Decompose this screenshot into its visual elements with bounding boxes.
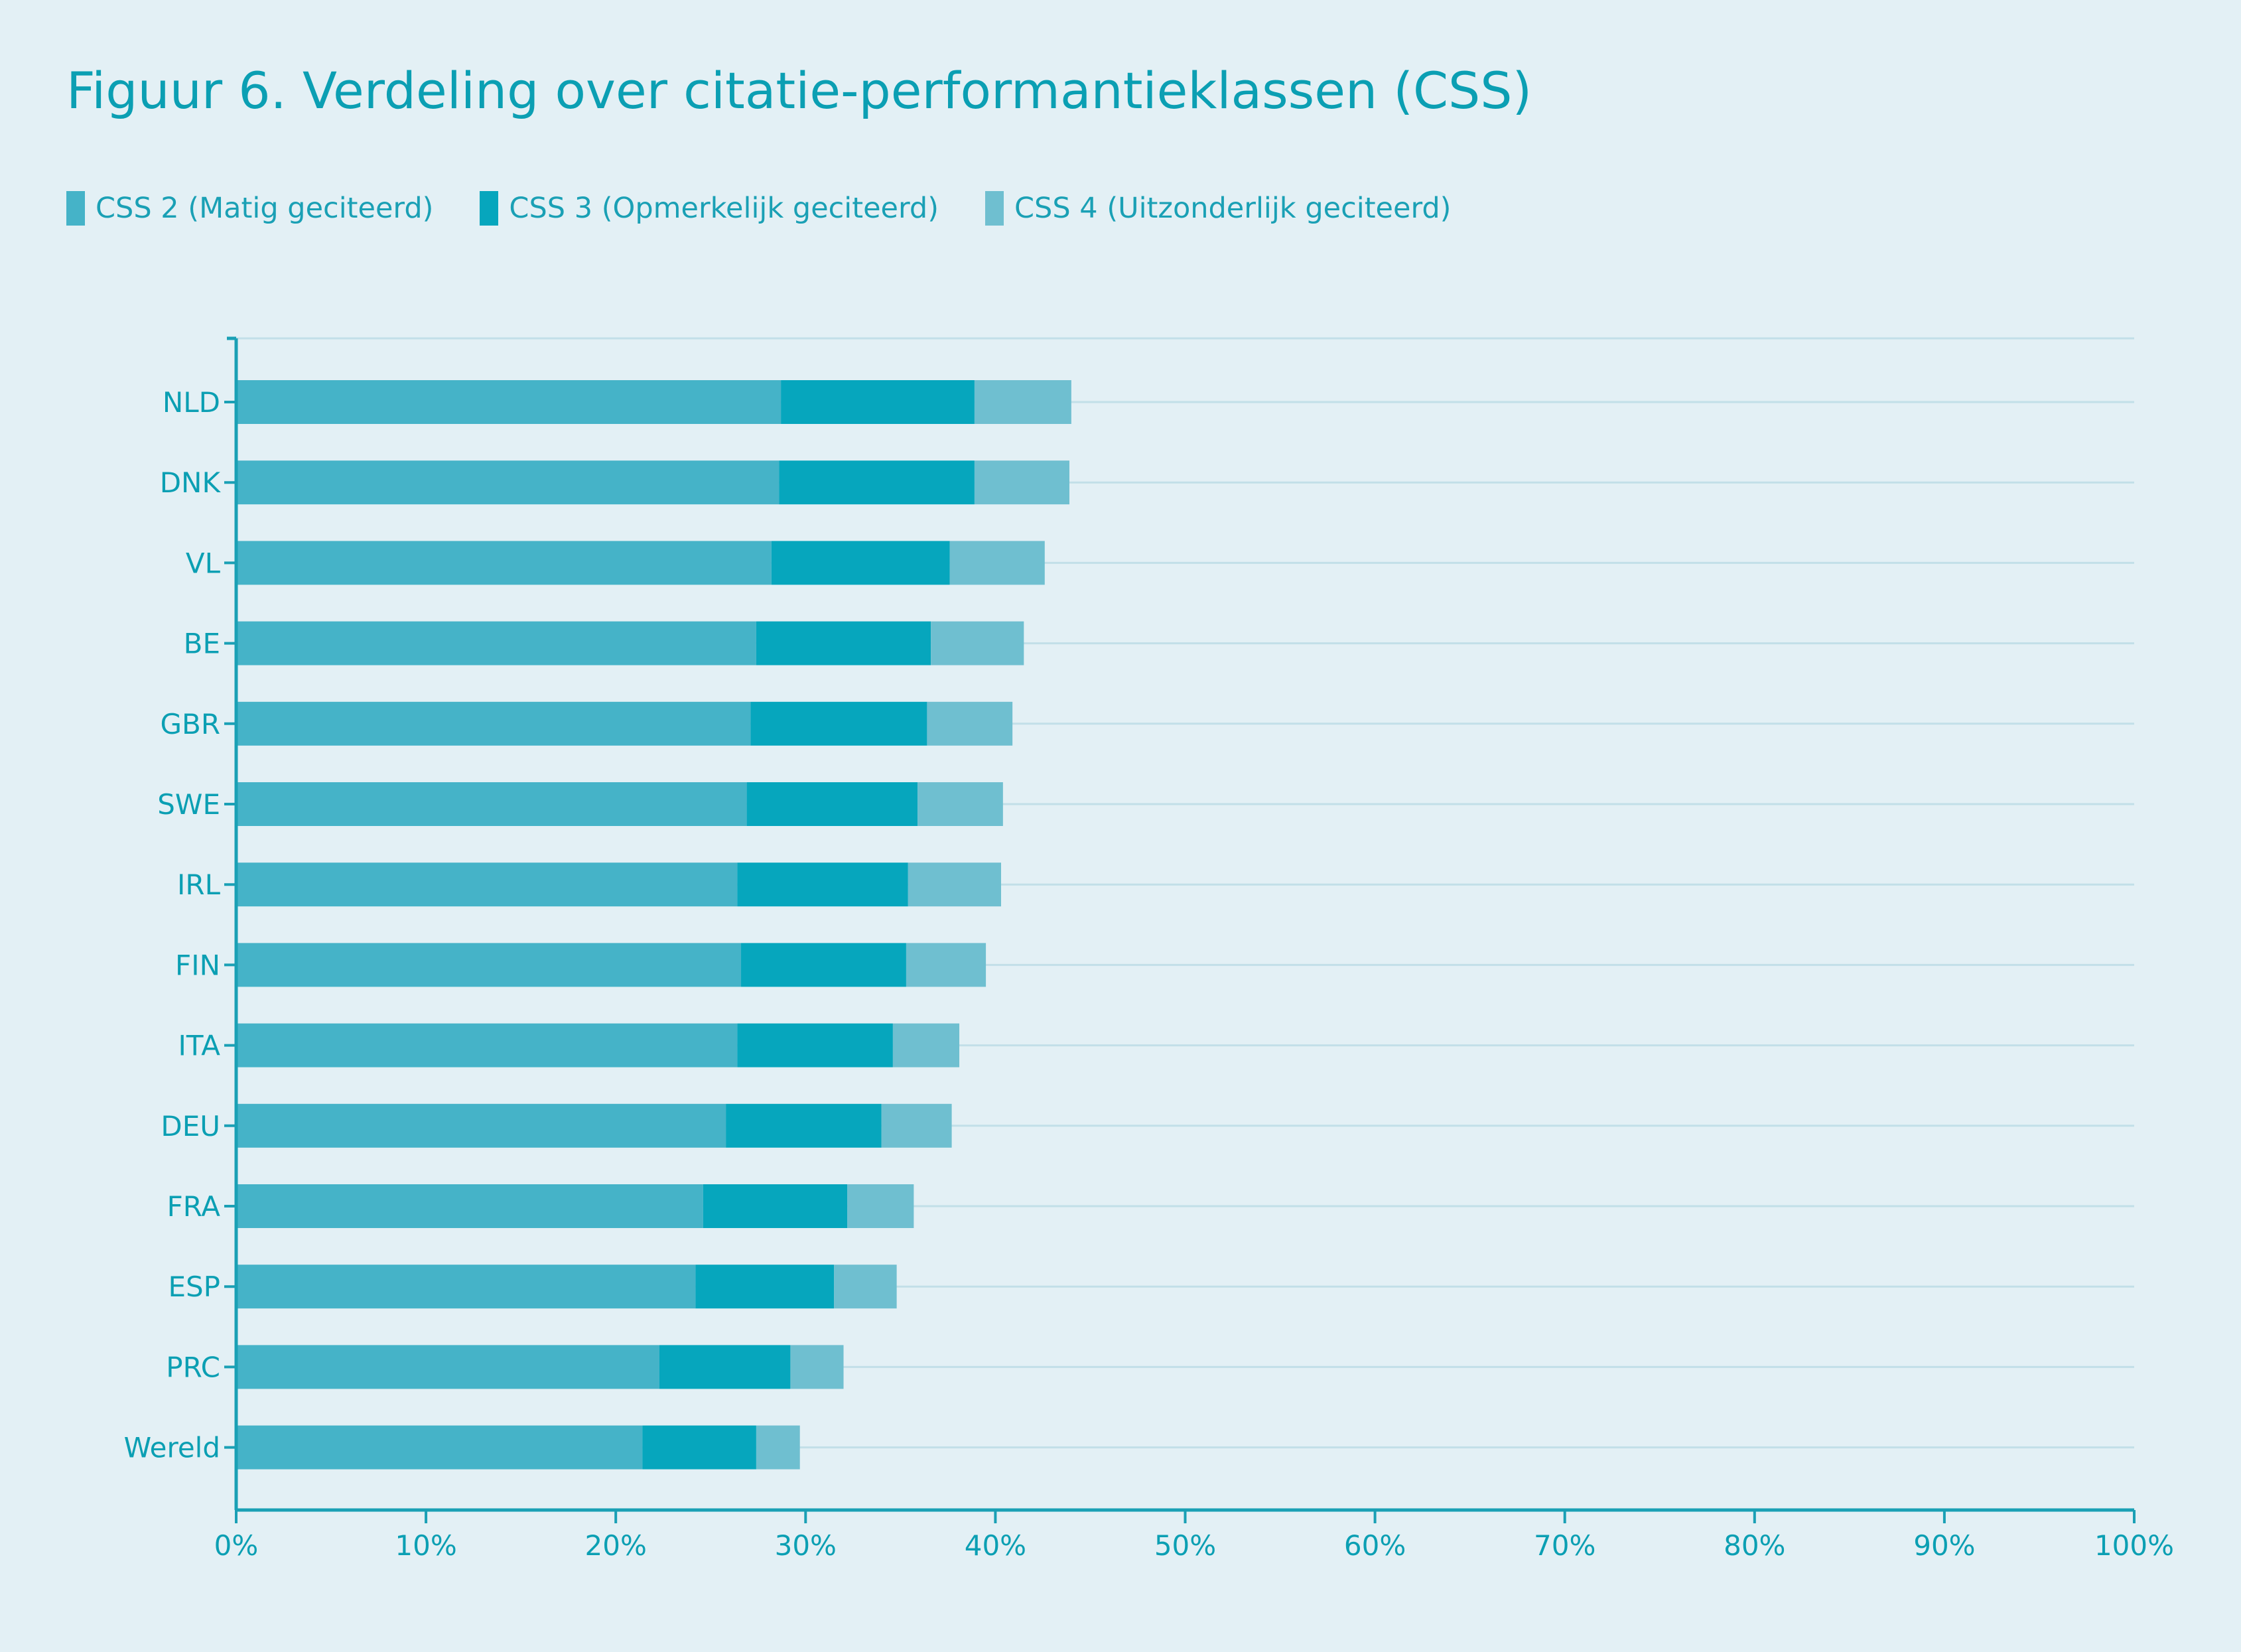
bar-irl-css4 [908, 862, 1001, 907]
x-tick-label: 80% [1724, 1529, 1785, 1562]
category-label: FRA [167, 1190, 221, 1223]
bar-nld-css3 [781, 380, 975, 424]
bar-esp-css3 [695, 1265, 835, 1309]
bar-ita-css3 [737, 1023, 893, 1067]
x-tick-label: 30% [775, 1529, 837, 1562]
bar-wereld-css3 [642, 1425, 756, 1470]
bar-ita-css2 [236, 1023, 738, 1067]
legend-label: CSS 2 (Matig geciteerd) [96, 192, 434, 225]
bar-vl-css2 [236, 541, 772, 585]
x-tick-label: 0% [214, 1529, 259, 1562]
bar-gbr-css3 [750, 701, 927, 746]
bar-swe-css2 [236, 782, 747, 826]
bar-swe-css3 [746, 782, 918, 826]
legend-swatch [66, 191, 85, 226]
bar-prc-css3 [659, 1345, 791, 1389]
bar-deu-css3 [726, 1103, 882, 1148]
category-label: BE [184, 628, 220, 660]
x-tick-label: 100% [2094, 1529, 2174, 1562]
bar-gbr-css2 [236, 701, 751, 746]
bar-fra-css4 [847, 1184, 914, 1228]
category-label: PRC [166, 1351, 220, 1383]
x-tick-label: 70% [1534, 1529, 1596, 1562]
legend-item-css3: CSS 3 (Opmerkelijk geciteerd) [480, 191, 939, 226]
bar-vl-css3 [771, 541, 950, 585]
bar-be-css4 [931, 621, 1024, 665]
legend-label: CSS 4 (Uitzonderlijk geciteerd) [1014, 192, 1452, 225]
category-label: DEU [161, 1110, 220, 1142]
legend-item-css2: CSS 2 (Matig geciteerd) [66, 191, 433, 226]
bar-swe-css4 [917, 782, 1003, 826]
category-label: IRL [177, 868, 221, 901]
bar-fin-css2 [236, 943, 742, 987]
bar-be-css2 [236, 621, 756, 665]
legend: CSS 2 (Matig geciteerd) CSS 3 (Opmerkeli… [66, 191, 1497, 226]
bar-dnk-css4 [974, 460, 1069, 505]
category-label: NLD [163, 386, 220, 419]
bar-irl-css3 [737, 862, 908, 907]
bar-wereld-css4 [756, 1425, 800, 1470]
bar-dnk-css3 [779, 460, 975, 505]
x-tick-label: 60% [1344, 1529, 1406, 1562]
bar-fra-css3 [703, 1184, 848, 1228]
x-tick-label: 20% [585, 1529, 647, 1562]
category-label: GBR [160, 708, 220, 740]
x-tick-label: 90% [1913, 1529, 1975, 1562]
legend-swatch [985, 191, 1004, 226]
bar-wereld-css2 [236, 1425, 643, 1470]
category-label: DNK [160, 466, 222, 499]
bar-nld-css4 [974, 380, 1071, 424]
bar-fin-css3 [741, 943, 906, 987]
bar-vl-css4 [949, 541, 1045, 585]
bar-fin-css4 [906, 943, 986, 987]
legend-swatch [480, 191, 499, 226]
bar-dnk-css2 [236, 460, 780, 505]
legend-item-css4: CSS 4 (Uitzonderlijk geciteerd) [985, 191, 1451, 226]
chart-title: Figuur 6. Verdeling over citatie-perform… [66, 61, 1532, 120]
bar-nld-css2 [236, 380, 781, 424]
bar-be-css3 [756, 621, 931, 665]
bar-prc-css2 [236, 1345, 660, 1389]
category-label: Wereld [124, 1432, 220, 1464]
legend-label: CSS 3 (Opmerkelijk geciteerd) [509, 192, 939, 225]
bar-prc-css4 [790, 1345, 844, 1389]
category-label: SWE [157, 788, 220, 821]
bar-deu-css4 [881, 1103, 952, 1148]
category-label: ESP [168, 1271, 220, 1303]
bar-esp-css2 [236, 1265, 696, 1309]
bar-irl-css2 [236, 862, 738, 907]
category-label: FIN [175, 949, 220, 981]
bar-fra-css2 [236, 1184, 703, 1228]
bar-esp-css4 [834, 1265, 897, 1309]
x-tick-label: 50% [1154, 1529, 1216, 1562]
category-label: VL [186, 547, 221, 579]
bar-deu-css2 [236, 1103, 726, 1148]
bar-gbr-css4 [927, 701, 1013, 746]
x-tick-label: 10% [395, 1529, 456, 1562]
bar-ita-css4 [892, 1023, 960, 1067]
category-label: ITA [178, 1030, 220, 1062]
x-tick-label: 40% [965, 1529, 1026, 1562]
